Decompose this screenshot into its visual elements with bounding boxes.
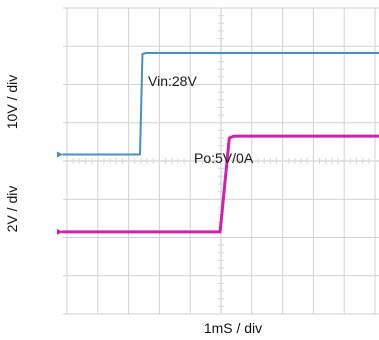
y-axis-label-vin-scale: 10V / div [4,75,20,129]
ground-marker-po [57,228,63,235]
trace-label-po: Po:5V/0A [194,150,254,166]
trace-vin [62,52,379,156]
trace-layer [57,52,379,235]
ground-marker-vin [57,151,63,158]
trace-po [61,134,379,234]
grid [63,7,379,315]
y-axis-label-po-scale: 2V / div [4,186,20,233]
x-axis-label: 1mS / div [204,320,262,336]
trace-label-vin: Vin:28V [148,73,197,89]
